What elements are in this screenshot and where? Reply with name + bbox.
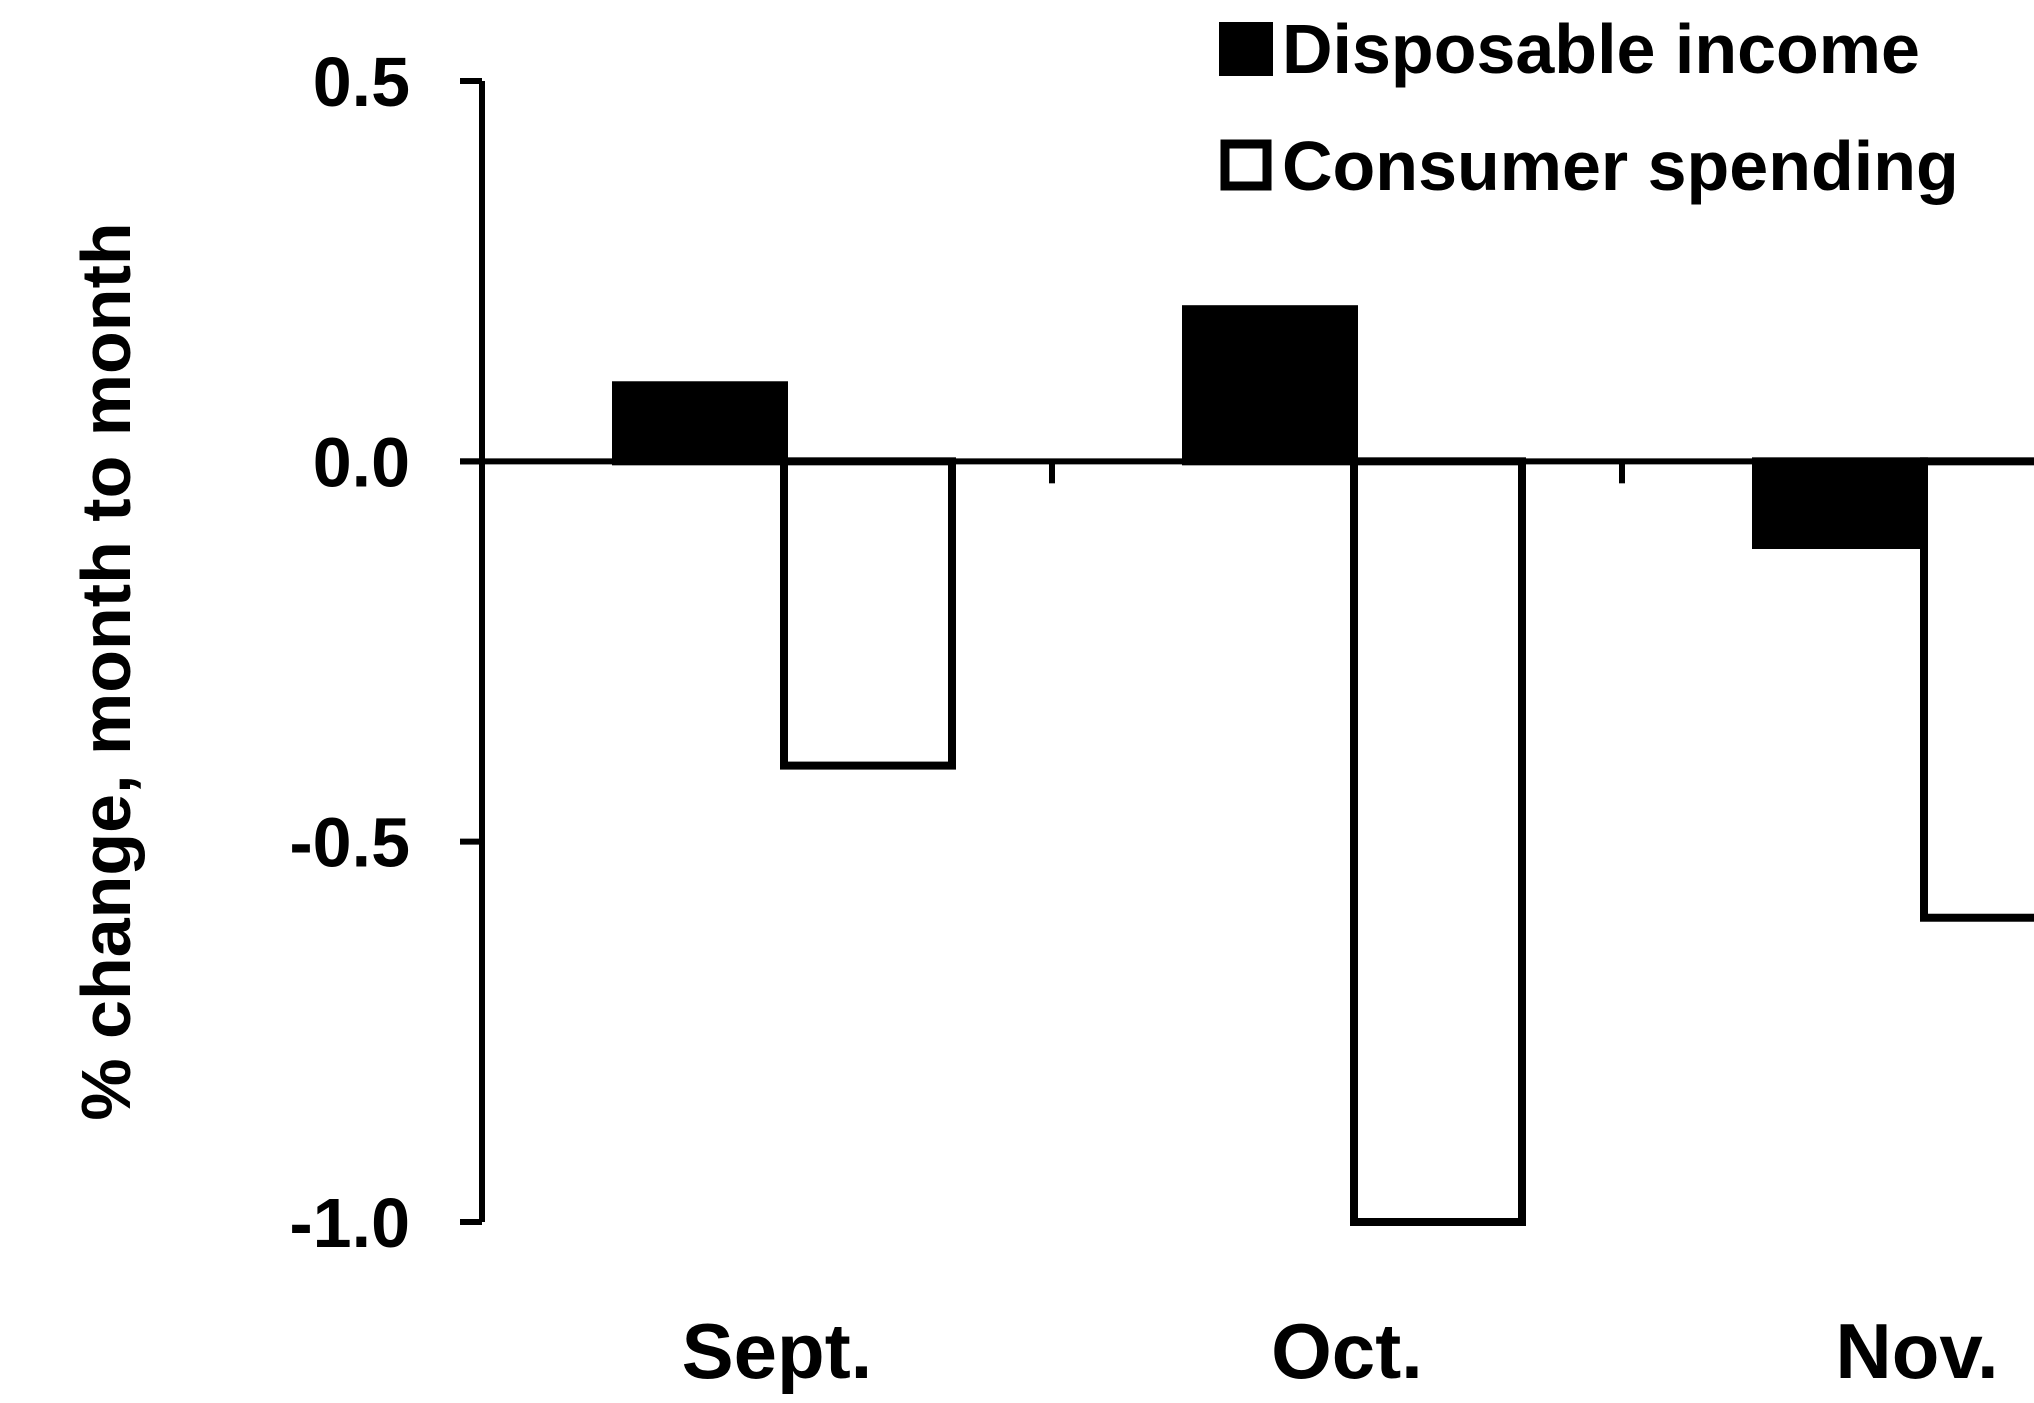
axis-layer bbox=[460, 81, 2034, 1222]
x-category-label: Sept. bbox=[682, 1307, 873, 1395]
bar-consumer-spending-oct bbox=[1350, 457, 1526, 1227]
y-tick-label: 0.5 bbox=[313, 43, 410, 121]
bar-disposable-income-nov bbox=[1752, 457, 1928, 550]
legend-label-consumer-spending: Consumer spending bbox=[1282, 127, 1959, 205]
y-tick-label: -0.5 bbox=[289, 804, 410, 882]
legend: Disposable income Consumer spending bbox=[1219, 10, 1959, 205]
y-tick-label: -1.0 bbox=[289, 1184, 410, 1262]
bars-layer bbox=[612, 305, 2034, 1227]
legend-swatch-consumer-spending bbox=[1220, 139, 1272, 191]
x-category-label: Oct. bbox=[1271, 1307, 1423, 1395]
y-axis-title: % change, month to month bbox=[67, 222, 145, 1120]
bar-consumer-spending-nov bbox=[1920, 457, 2034, 922]
y-ticks-layer: 0.5 0.0 -0.5 -1.0 bbox=[289, 43, 482, 1262]
bar-consumer-spending-sept bbox=[780, 457, 956, 770]
legend-label-disposable-income: Disposable income bbox=[1282, 10, 1920, 88]
bar-disposable-income-oct bbox=[1182, 305, 1358, 466]
y-tick-label: 0.0 bbox=[313, 423, 410, 501]
category-labels-layer: Sept. Oct. Nov. bbox=[682, 1307, 1999, 1395]
legend-swatch-disposable-income bbox=[1219, 22, 1273, 76]
x-category-label: Nov. bbox=[1835, 1307, 1998, 1395]
x-ticks-layer bbox=[1049, 461, 1625, 484]
bar-disposable-income-sept bbox=[612, 381, 788, 466]
